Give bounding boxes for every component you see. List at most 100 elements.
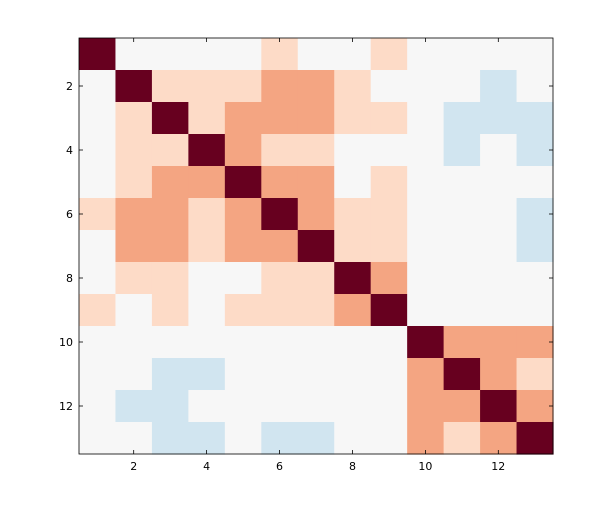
plot-frame: [78, 37, 554, 455]
heatmap-cell-r6-c9: [370, 198, 408, 231]
heatmap-cell-r4-c2: [115, 134, 153, 167]
heatmap-cell-r6-c7: [297, 198, 335, 231]
heatmap-cell-r7-c9: [370, 230, 408, 263]
heatmap-cell-r9-c13: [516, 294, 554, 327]
heatmap-cell-r1-c2: [115, 38, 153, 71]
x-tick-label-8: 8: [349, 460, 356, 473]
heatmap-cell-r7-c5: [224, 230, 262, 263]
heatmap-cell-r3-c1: [79, 102, 117, 135]
heatmap-cell-r8-c1: [79, 262, 117, 295]
heatmap-cell-r2-c10: [407, 70, 445, 103]
heatmap-cell-r1-c11: [443, 38, 481, 71]
heatmap-cell-r1-c10: [407, 38, 445, 71]
heatmap-cell-r6-c12: [480, 198, 518, 231]
heatmap-cell-r8-c2: [115, 262, 153, 295]
heatmap-cell-r8-c8: [334, 262, 372, 295]
heatmap-cell-r3-c7: [297, 102, 335, 135]
heatmap-cell-r13-c12: [480, 422, 518, 455]
heatmap-cell-r12-c8: [334, 390, 372, 423]
heatmap-cell-r7-c13: [516, 230, 554, 263]
heatmap-cell-r6-c5: [224, 198, 262, 231]
heatmap-cell-r12-c10: [407, 390, 445, 423]
heatmap-cell-r10-c9: [370, 326, 408, 359]
heatmap-cell-r2-c11: [443, 70, 481, 103]
heatmap-cell-r10-c1: [79, 326, 117, 359]
heatmap-cell-r5-c2: [115, 166, 153, 199]
heatmap-cell-r6-c1: [79, 198, 117, 231]
heatmap-cell-r9-c3: [151, 294, 189, 327]
heatmap-cell-r11-c2: [115, 358, 153, 391]
heatmap-cell-r12-c3: [151, 390, 189, 423]
heatmap-cell-r9-c11: [443, 294, 481, 327]
heatmap-cell-r2-c4: [188, 70, 226, 103]
heatmap-cell-r4-c1: [79, 134, 117, 167]
heatmap-cell-r4-c5: [224, 134, 262, 167]
heatmap-cells: [79, 38, 554, 455]
heatmap-cell-r7-c12: [480, 230, 518, 263]
heatmap-cell-r7-c6: [261, 230, 299, 263]
heatmap-cell-r5-c10: [407, 166, 445, 199]
heatmap-cell-r8-c5: [224, 262, 262, 295]
heatmap-cell-r13-c13: [516, 422, 554, 455]
heatmap-cell-r7-c3: [151, 230, 189, 263]
heatmap-cell-r13-c6: [261, 422, 299, 455]
heatmap-cell-r3-c4: [188, 102, 226, 135]
x-tick-label-6: 6: [276, 460, 283, 473]
heatmap-cell-r6-c2: [115, 198, 153, 231]
heatmap-cell-r3-c9: [370, 102, 408, 135]
heatmap-cell-r11-c3: [151, 358, 189, 391]
heatmap-cell-r13-c8: [334, 422, 372, 455]
heatmap-cell-r6-c3: [151, 198, 189, 231]
heatmap-cell-r5-c9: [370, 166, 408, 199]
heatmap-cell-r6-c10: [407, 198, 445, 231]
x-tick-label-4: 4: [203, 460, 210, 473]
heatmap-cell-r13-c4: [188, 422, 226, 455]
heatmap-cell-r8-c3: [151, 262, 189, 295]
heatmap-cell-r13-c11: [443, 422, 481, 455]
heatmap-cell-r5-c1: [79, 166, 117, 199]
heatmap-cell-r9-c2: [115, 294, 153, 327]
heatmap-cell-r7-c2: [115, 230, 153, 263]
heatmap-cell-r4-c3: [151, 134, 189, 167]
heatmap-cell-r2-c1: [79, 70, 117, 103]
heatmap-cell-r5-c12: [480, 166, 518, 199]
heatmap-cell-r13-c2: [115, 422, 153, 455]
x-tick-label-2: 2: [130, 460, 137, 473]
heatmap-cell-r9-c6: [261, 294, 299, 327]
heatmap-cell-r3-c13: [516, 102, 554, 135]
heatmap-cell-r12-c2: [115, 390, 153, 423]
heatmap-cell-r12-c6: [261, 390, 299, 423]
heatmap-cell-r10-c11: [443, 326, 481, 359]
heatmap-cell-r11-c10: [407, 358, 445, 391]
heatmap-cell-r1-c9: [370, 38, 408, 71]
heatmap-cell-r4-c4: [188, 134, 226, 167]
y-tick-label-12: 12: [59, 400, 73, 413]
heatmap-cell-r10-c3: [151, 326, 189, 359]
heatmap-cell-r13-c7: [297, 422, 335, 455]
heatmap-cell-r6-c4: [188, 198, 226, 231]
x-axis-ticks: 2 4 6 8 10 12: [130, 38, 505, 473]
heatmap-cell-r1-c5: [224, 38, 262, 71]
y-tick-label-2: 2: [66, 80, 73, 93]
heatmap-cell-r9-c4: [188, 294, 226, 327]
heatmap-cell-r3-c12: [480, 102, 518, 135]
heatmap-cell-r1-c7: [297, 38, 335, 71]
heatmap-cell-r11-c7: [297, 358, 335, 391]
heatmap-cell-r12-c5: [224, 390, 262, 423]
heatmap-cell-r1-c4: [188, 38, 226, 71]
heatmap-cell-r9-c5: [224, 294, 262, 327]
heatmap-cell-r2-c12: [480, 70, 518, 103]
x-tick-label-10: 10: [418, 460, 432, 473]
heatmap-cell-r5-c11: [443, 166, 481, 199]
x-tick-label-12: 12: [491, 460, 505, 473]
y-axis-ticks: 2 4 6 8 10 12: [59, 80, 553, 413]
heatmap-cell-r13-c5: [224, 422, 262, 455]
heatmap-cell-r2-c5: [224, 70, 262, 103]
heatmap-cell-r9-c10: [407, 294, 445, 327]
heatmap-cell-r6-c6: [261, 198, 299, 231]
heatmap-cell-r4-c9: [370, 134, 408, 167]
heatmap-cell-r3-c5: [224, 102, 262, 135]
heatmap-cell-r10-c4: [188, 326, 226, 359]
heatmap-cell-r9-c7: [297, 294, 335, 327]
